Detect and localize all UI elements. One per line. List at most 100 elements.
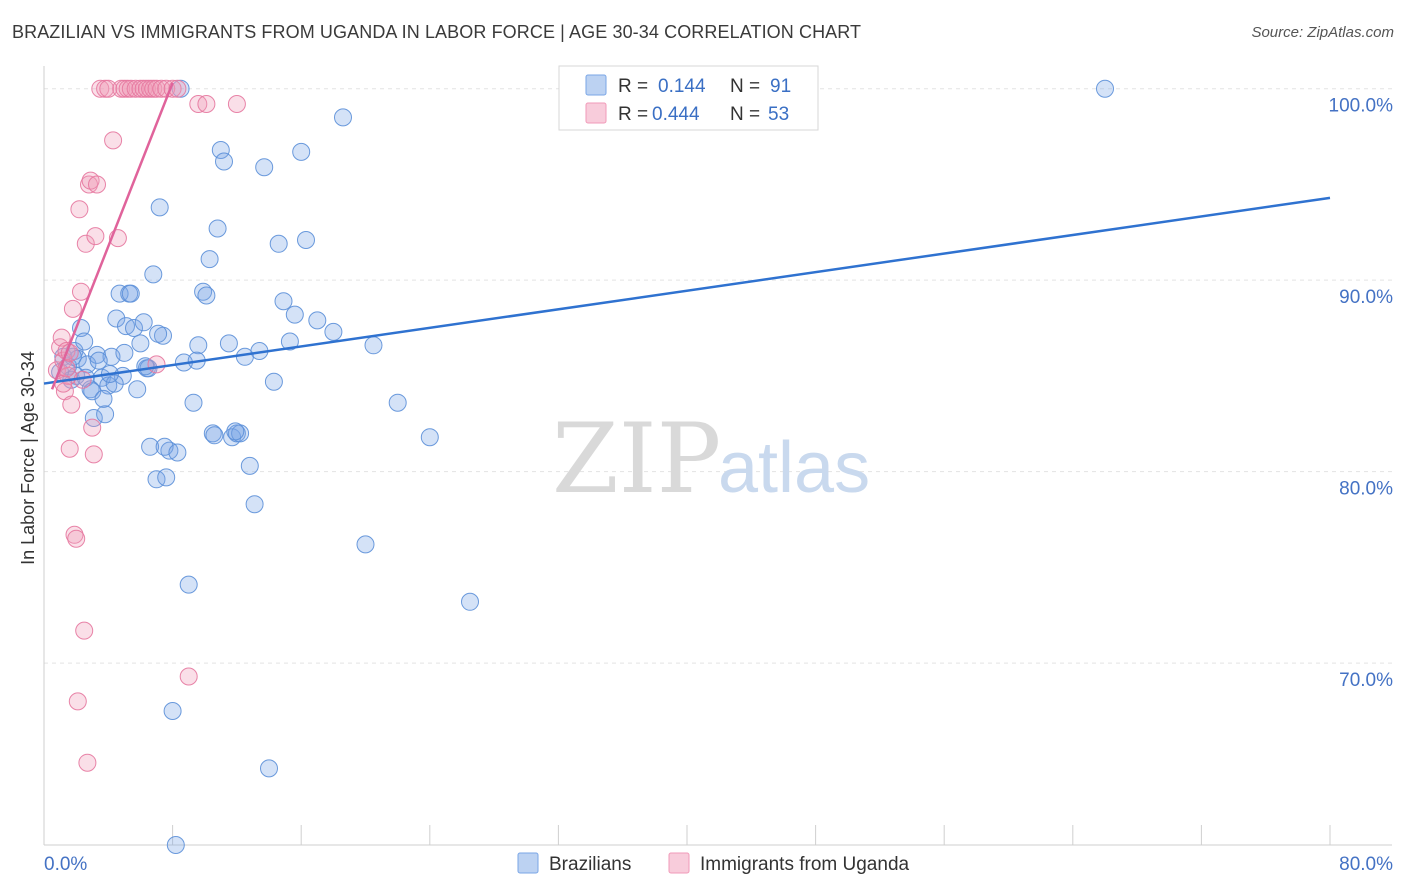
- source-credit: Source: ZipAtlas.com: [1251, 24, 1394, 41]
- point-uganda: [84, 445, 103, 464]
- point-brazilians: [134, 313, 153, 332]
- legend-r-label-2: R =: [618, 104, 648, 125]
- point-brazilians: [144, 265, 163, 284]
- data-points: [47, 79, 1114, 854]
- point-brazilians: [285, 305, 304, 324]
- point-brazilians: [115, 343, 134, 362]
- point-brazilians: [121, 284, 140, 303]
- point-brazilians: [197, 286, 216, 305]
- point-brazilians: [219, 334, 238, 353]
- legend-swatch-brazilians: [585, 74, 607, 96]
- series-swatch-brazilians: [517, 852, 539, 874]
- legend-n-value-2: 53: [768, 104, 789, 125]
- legend-n-value-1: 91: [770, 76, 791, 97]
- point-uganda: [104, 131, 123, 150]
- point-brazilians: [166, 836, 185, 854]
- point-uganda: [121, 79, 140, 98]
- point-brazilians: [356, 535, 375, 554]
- point-brazilians: [205, 426, 224, 445]
- trend-line-uganda: [50, 82, 174, 390]
- y-tick-label: 100.0%: [1329, 96, 1394, 117]
- point-brazilians: [84, 409, 103, 427]
- point-brazilians: [1096, 79, 1114, 98]
- legend-n-label-1: N =: [730, 76, 760, 97]
- point-brazilians: [96, 405, 115, 424]
- series-label-brazilians: Brazilians: [549, 854, 631, 875]
- point-uganda: [70, 200, 89, 219]
- point-brazilians: [208, 219, 227, 238]
- point-uganda: [88, 175, 106, 194]
- point-brazilians: [105, 374, 124, 393]
- point-brazilians: [200, 250, 219, 269]
- point-brazilians: [149, 324, 168, 343]
- point-uganda: [86, 227, 105, 246]
- point-brazilians: [308, 311, 327, 330]
- point-brazilians: [184, 393, 203, 412]
- point-brazilians: [280, 332, 299, 351]
- y-tick-label: 90.0%: [1339, 287, 1393, 308]
- point-brazilians: [255, 158, 274, 177]
- point-brazilians: [99, 376, 118, 395]
- point-brazilians: [297, 231, 315, 249]
- legend-r-label-1: R =: [618, 76, 648, 97]
- point-uganda: [67, 529, 86, 548]
- point-uganda: [68, 692, 87, 711]
- point-brazilians: [292, 142, 311, 161]
- point-brazilians: [274, 292, 293, 311]
- point-brazilians: [211, 141, 230, 159]
- point-brazilians: [150, 198, 169, 217]
- y-tick-labels: 100.0% 90.0% 80.0% 70.0%: [1329, 96, 1394, 691]
- x-tick-label: 80.0%: [1339, 854, 1393, 875]
- y-tick-label: 70.0%: [1339, 670, 1393, 691]
- legend-n-label-2: N =: [730, 104, 760, 125]
- point-uganda: [227, 95, 246, 113]
- point-brazilians: [125, 319, 143, 337]
- point-brazilians: [131, 334, 150, 353]
- legend-swatch-uganda: [585, 102, 607, 124]
- point-brazilians: [75, 332, 94, 351]
- point-brazilians: [364, 336, 383, 355]
- point-brazilians: [141, 437, 160, 456]
- legend-r-value-1: 0.144: [658, 76, 706, 97]
- point-brazilians: [264, 372, 283, 391]
- point-brazilians: [260, 759, 278, 778]
- point-brazilians: [189, 336, 208, 355]
- point-uganda: [62, 395, 81, 414]
- point-brazilians: [420, 428, 439, 447]
- x-tick-label: 0.0%: [44, 854, 87, 875]
- point-brazilians: [89, 351, 108, 370]
- point-brazilians: [179, 575, 198, 594]
- point-brazilians: [107, 309, 126, 328]
- point-brazilians: [163, 702, 182, 720]
- point-uganda: [197, 95, 216, 113]
- point-brazilians: [215, 152, 233, 171]
- watermark-zip: ZIP: [552, 403, 721, 515]
- point-uganda: [52, 328, 71, 347]
- point-brazilians: [334, 108, 352, 127]
- point-brazilians: [128, 380, 147, 399]
- point-uganda: [63, 299, 82, 318]
- series-legend: Brazilians Immigrants from Uganda: [517, 852, 910, 875]
- grid-lines: [44, 88, 1392, 664]
- point-brazilians: [157, 468, 176, 487]
- stats-legend: R = 0.144 N = 91 R = 0.444 N = 53: [558, 65, 819, 131]
- chart-title: BRAZILIAN VS IMMIGRANTS FROM UGANDA IN L…: [12, 22, 862, 42]
- point-uganda: [83, 418, 102, 437]
- y-tick-label: 80.0%: [1339, 479, 1393, 500]
- point-brazilians: [226, 422, 245, 441]
- point-uganda: [78, 753, 97, 772]
- trend-lines: [43, 82, 1331, 390]
- point-brazilians: [240, 456, 259, 475]
- series-label-uganda: Immigrants from Uganda: [700, 854, 910, 875]
- y-axis-title: In Labor Force | Age 30-34: [18, 351, 38, 565]
- legend-r-value-2: 0.444: [652, 104, 700, 125]
- watermark-atlas: atlas: [718, 428, 870, 508]
- point-uganda: [147, 79, 166, 98]
- point-uganda: [75, 621, 94, 640]
- axes: [43, 66, 1392, 846]
- point-uganda: [147, 355, 166, 374]
- point-brazilians: [388, 393, 407, 412]
- watermark: ZIP atlas: [552, 403, 870, 515]
- series-swatch-uganda: [668, 852, 690, 874]
